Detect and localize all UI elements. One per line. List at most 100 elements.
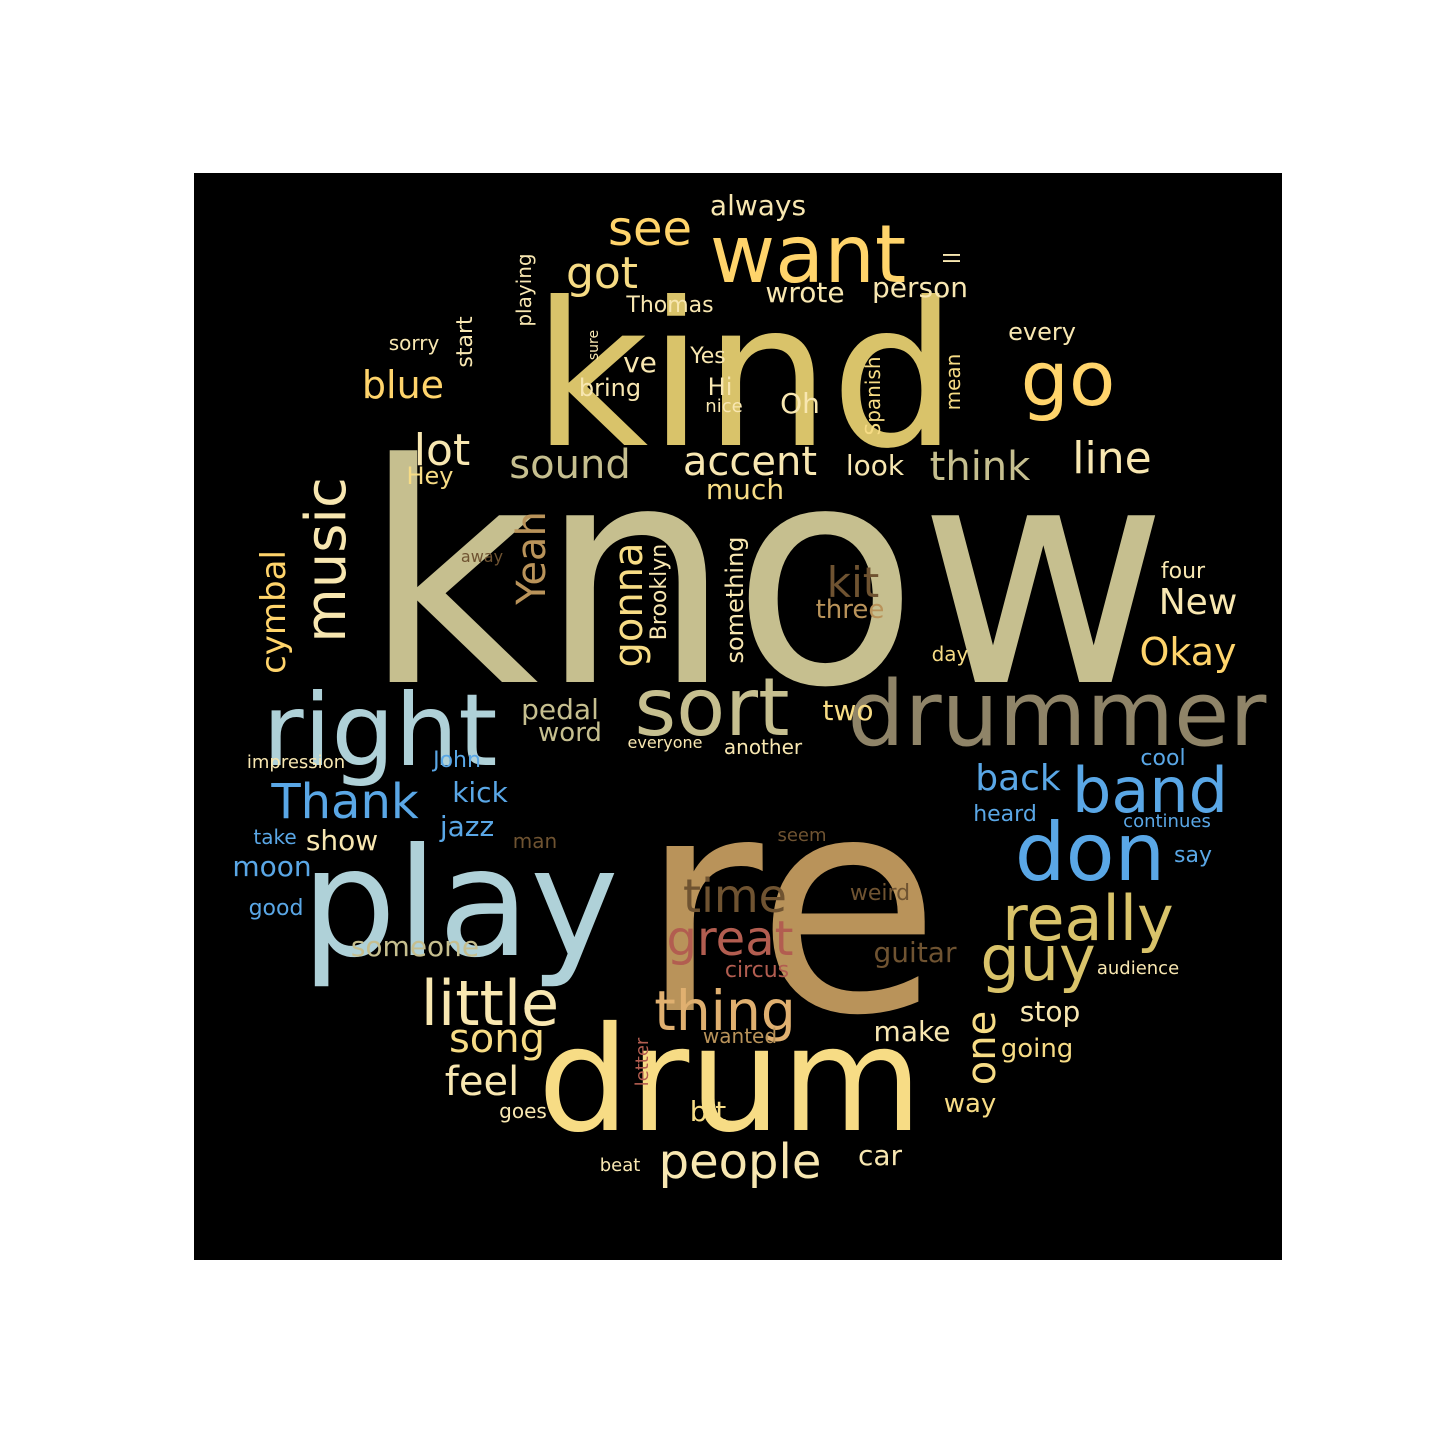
word-sure: sure <box>586 330 602 360</box>
word-wanted: wanted <box>703 1024 777 1048</box>
word-wrote: wrote <box>765 276 844 309</box>
word-playing: playing <box>512 253 536 326</box>
word-kind: kind <box>532 260 957 493</box>
word-sorry: sorry <box>389 331 440 355</box>
word-cloud: know re kind play drum right drummer wan… <box>194 173 1282 1260</box>
word-word: word <box>538 718 602 748</box>
word-don: don <box>1015 806 1165 899</box>
word-yeah: Yeah <box>509 511 555 606</box>
word-nice: nice <box>705 396 742 417</box>
word-much: much <box>706 473 784 506</box>
word-continues: continues <box>1123 811 1211 832</box>
word-away: away <box>461 547 503 566</box>
word-sound: sound <box>509 442 630 488</box>
word-see: see <box>608 201 692 257</box>
word-one: one <box>959 1011 1005 1085</box>
word-always: always <box>710 189 806 222</box>
word-play: play <box>301 817 619 991</box>
word-thank: Thank <box>270 774 419 830</box>
word-guitar: guitar <box>874 936 957 969</box>
word-hi: Hi <box>708 373 733 401</box>
word-lot: lot <box>414 425 470 476</box>
word-four: four <box>1161 559 1206 584</box>
word-think: think <box>930 444 1032 490</box>
word-back: back <box>975 758 1061 799</box>
word-show: show <box>306 824 378 857</box>
cloud-background <box>194 173 1282 1260</box>
word-line: line <box>1072 433 1151 484</box>
word-three: three <box>816 595 885 625</box>
word-day: day <box>932 642 969 666</box>
word-make: make <box>874 1015 951 1048</box>
word-band: band <box>1072 754 1228 827</box>
word-going: going <box>1001 1034 1074 1064</box>
word-pedal: pedal <box>521 693 599 726</box>
word-ve: ve <box>623 346 657 379</box>
word-bit: bit <box>690 1095 727 1128</box>
word-okay: Okay <box>1139 630 1236 674</box>
word-great: great <box>667 911 794 967</box>
word-got: got <box>566 248 638 299</box>
word-stop: stop <box>1020 995 1080 1028</box>
word-music: music <box>294 477 359 643</box>
word-take: take <box>253 825 296 849</box>
word-sort: sort <box>635 661 790 754</box>
word-oh: Oh <box>780 387 820 420</box>
word-really: really <box>1002 882 1173 955</box>
word-thing: thing <box>654 979 795 1043</box>
word-goes: goes <box>499 1099 547 1123</box>
word-mean: mean <box>941 354 965 411</box>
word-song: song <box>449 1016 545 1062</box>
word-two: two <box>822 694 873 727</box>
word-right: right <box>263 672 498 789</box>
word-yes: Yes <box>689 344 726 369</box>
word-re: re <box>639 732 940 1081</box>
word-little: little <box>421 967 559 1040</box>
word-jazz: jazz <box>439 810 494 843</box>
word-brooklyn: Brooklyn <box>647 544 672 640</box>
word-hey: Hey <box>406 462 453 490</box>
word-way: way <box>944 1089 997 1119</box>
word-moon: moon <box>232 850 311 883</box>
word-spanish: Spanish <box>861 357 885 436</box>
word-know: know <box>362 399 1168 754</box>
word-feel: feel <box>445 1059 519 1105</box>
word-want: want <box>710 208 907 301</box>
word-guy: guy <box>980 922 1095 995</box>
word-circus: circus <box>725 958 789 983</box>
word-bring: bring <box>579 374 641 402</box>
word-john: John <box>431 748 481 773</box>
word-go: go <box>1021 334 1116 423</box>
word-heard: heard <box>973 802 1037 827</box>
word-new: New <box>1159 582 1238 623</box>
word-good: good <box>249 896 304 921</box>
word-kick: kick <box>452 776 508 809</box>
word-say: say <box>1174 843 1212 868</box>
word-car: car <box>858 1139 903 1172</box>
word-seem: seem <box>777 825 826 846</box>
word-kit: kit <box>827 558 879 607</box>
word-look: look <box>846 449 905 482</box>
word-accent: accent <box>683 439 817 485</box>
word-something: something <box>721 536 749 663</box>
word-blue: blue <box>362 363 444 407</box>
word-letter: letter <box>632 1037 653 1086</box>
word-man: man <box>513 829 557 853</box>
word-audience: audience <box>1097 958 1179 979</box>
word-impression: impression <box>247 752 345 773</box>
word-person: person <box>872 271 968 304</box>
word-weird: weird <box>850 881 910 906</box>
word-someone: someone <box>351 930 479 963</box>
word-time: time <box>683 869 787 923</box>
word-people: people <box>659 1134 822 1190</box>
word-start: start <box>453 316 478 368</box>
word-gonna: gonna <box>606 542 652 667</box>
word-another: another <box>724 735 803 759</box>
word-drum: drum <box>538 996 923 1165</box>
word-thomas: Thomas <box>625 293 713 318</box>
word-ll: ll <box>941 252 966 264</box>
word-cymbal: cymbal <box>254 550 294 674</box>
word-every: every <box>1008 318 1076 346</box>
word-beat: beat <box>600 1155 641 1176</box>
word-drummer: drummer <box>848 662 1267 767</box>
